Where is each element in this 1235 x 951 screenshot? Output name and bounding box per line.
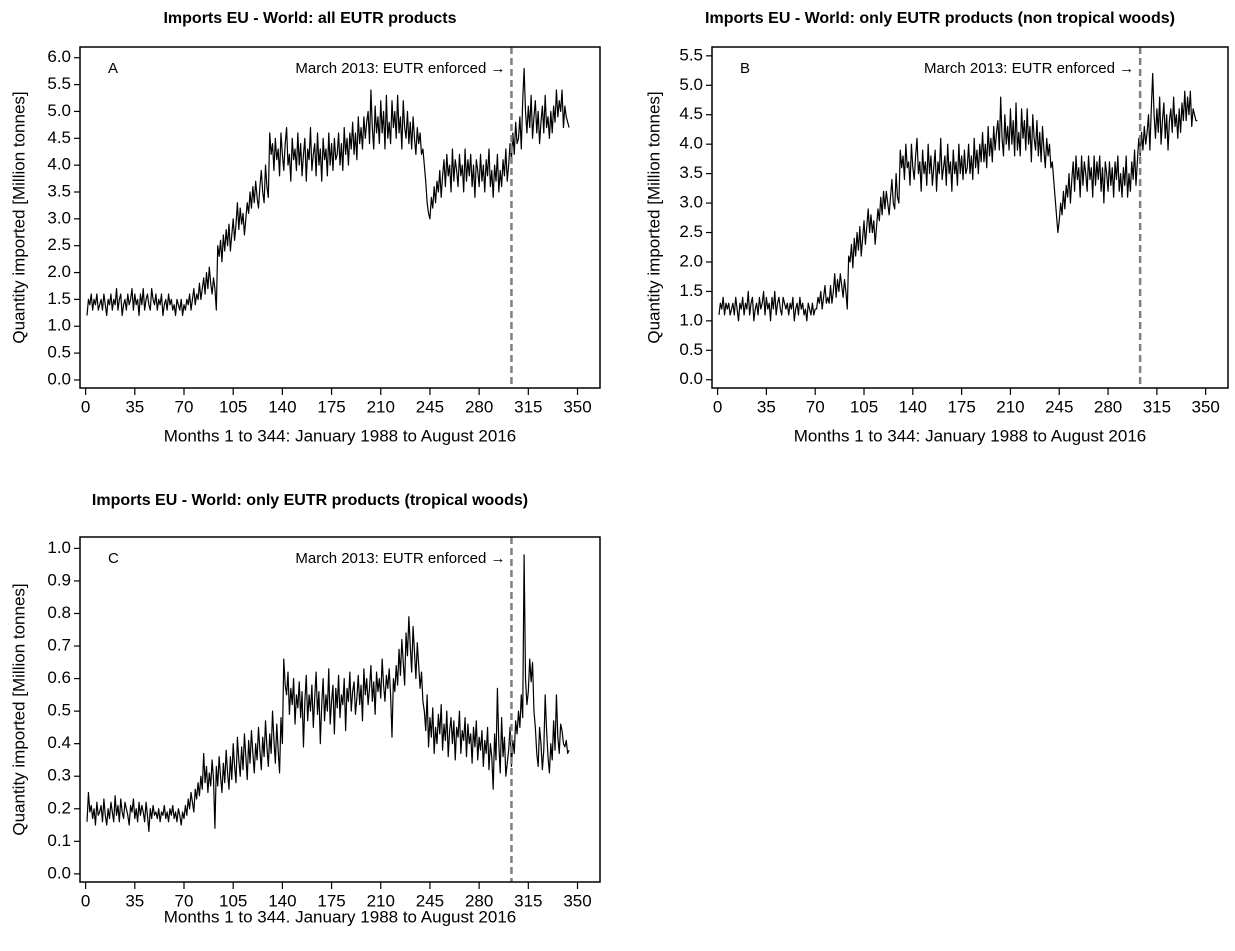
- y-tick-label: 4.5: [679, 104, 703, 123]
- y-tick-label: 3.0: [679, 193, 703, 212]
- annotation: March 2013: EUTR enforced →: [924, 60, 1134, 77]
- chart-title: Imports EU - World: all EUTR products: [163, 10, 456, 27]
- x-tick-label: 105: [219, 891, 247, 910]
- x-tick-label: 350: [1191, 397, 1219, 416]
- x-tick-label: 210: [367, 397, 395, 416]
- x-tick-label: 280: [465, 891, 493, 910]
- y-tick-label: 0.5: [679, 340, 703, 359]
- x-tick-label: 70: [175, 397, 194, 416]
- x-tick-label: 105: [219, 397, 247, 416]
- y-tick-label: 0.8: [47, 603, 71, 622]
- x-tick-label: 350: [563, 891, 591, 910]
- y-tick-label: 5.0: [679, 75, 703, 94]
- y-tick-label: 2.5: [679, 222, 703, 241]
- data-line: [718, 72, 1198, 322]
- data-line: [86, 554, 570, 833]
- x-tick-label: 350: [563, 397, 591, 416]
- x-tick-label: 140: [268, 397, 296, 416]
- y-tick-label: 6.0: [47, 47, 71, 66]
- x-tick-label: 70: [806, 397, 825, 416]
- y-tick-label: 1.5: [47, 289, 71, 308]
- y-tick-label: 4.5: [47, 128, 71, 147]
- plot-frame: [79, 46, 601, 389]
- y-tick-label: 0.4: [47, 733, 71, 752]
- panel-label: A: [108, 60, 118, 77]
- x-tick-label: 140: [268, 891, 296, 910]
- y-tick-label: 3.5: [679, 163, 703, 182]
- y-axis-label: Quantity imported [Million tonnes]: [9, 91, 28, 343]
- y-tick-label: 2.0: [679, 251, 703, 270]
- x-tick-label: 315: [1143, 397, 1171, 416]
- y-tick-label: 3.0: [47, 208, 71, 227]
- plot-frame: [79, 536, 601, 883]
- x-tick-label: 280: [1094, 397, 1122, 416]
- annotation: March 2013: EUTR enforced →: [295, 60, 505, 77]
- x-axis-label: Months 1 to 344: January 1988 to August …: [164, 426, 517, 445]
- y-tick-label: 0.0: [47, 863, 71, 882]
- x-tick-label: 175: [947, 397, 975, 416]
- y-tick-label: 1.0: [47, 316, 71, 335]
- y-tick-label: 0.0: [47, 369, 71, 388]
- y-tick-label: 3.5: [47, 181, 71, 200]
- x-tick-label: 0: [81, 397, 90, 416]
- y-axis-label: Quantity imported [Million tonnes]: [9, 583, 28, 835]
- y-tick-label: 0.6: [47, 668, 71, 687]
- x-tick-label: 140: [899, 397, 927, 416]
- y-tick-label: 0.7: [47, 636, 71, 655]
- x-tick-label: 35: [757, 397, 776, 416]
- y-tick-label: 0.2: [47, 798, 71, 817]
- y-axis-label: Quantity imported [Million tonnes]: [644, 91, 663, 343]
- y-tick-label: 0.5: [47, 701, 71, 720]
- y-tick-label: 0.3: [47, 766, 71, 785]
- y-tick-label: 1.0: [679, 310, 703, 329]
- x-tick-label: 210: [367, 891, 395, 910]
- x-tick-label: 210: [996, 397, 1024, 416]
- annotation: March 2013: EUTR enforced →: [295, 550, 505, 567]
- y-tick-label: 2.5: [47, 235, 71, 254]
- panel-label: B: [740, 60, 750, 77]
- x-tick-label: 35: [125, 397, 144, 416]
- x-tick-label: 70: [175, 891, 194, 910]
- x-tick-label: 315: [514, 397, 542, 416]
- panel-label: C: [108, 550, 119, 567]
- y-tick-label: 5.5: [47, 74, 71, 93]
- y-tick-label: 1.5: [679, 281, 703, 300]
- x-tick-label: 175: [317, 891, 345, 910]
- x-tick-label: 0: [81, 891, 90, 910]
- x-tick-label: 245: [416, 891, 444, 910]
- y-tick-label: 5.0: [47, 101, 71, 120]
- x-axis-label: Months 1 to 344. January 1988 to August …: [164, 907, 517, 926]
- y-tick-label: 4.0: [679, 134, 703, 153]
- y-tick-label: 0.9: [47, 570, 71, 589]
- x-tick-label: 0: [713, 397, 722, 416]
- y-tick-label: 0.5: [47, 343, 71, 362]
- data-line: [86, 67, 570, 317]
- chart-title: Imports EU - World: only EUTR products (…: [705, 10, 1175, 27]
- plot-frame: [711, 46, 1229, 389]
- y-tick-label: 1.0: [47, 538, 71, 557]
- x-tick-label: 245: [416, 397, 444, 416]
- y-tick-label: 4.0: [47, 155, 71, 174]
- x-tick-label: 35: [125, 891, 144, 910]
- chart-title: Imports EU - World: only EUTR products (…: [92, 492, 528, 509]
- y-tick-label: 0.0: [679, 369, 703, 388]
- x-tick-label: 105: [850, 397, 878, 416]
- x-tick-label: 245: [1045, 397, 1073, 416]
- y-tick-label: 0.1: [47, 831, 71, 850]
- x-tick-label: 280: [465, 397, 493, 416]
- x-tick-label: 315: [514, 891, 542, 910]
- y-tick-label: 2.0: [47, 262, 71, 281]
- x-tick-label: 175: [317, 397, 345, 416]
- y-tick-label: 5.5: [679, 45, 703, 64]
- x-axis-label: Months 1 to 344: January 1988 to August …: [794, 426, 1147, 445]
